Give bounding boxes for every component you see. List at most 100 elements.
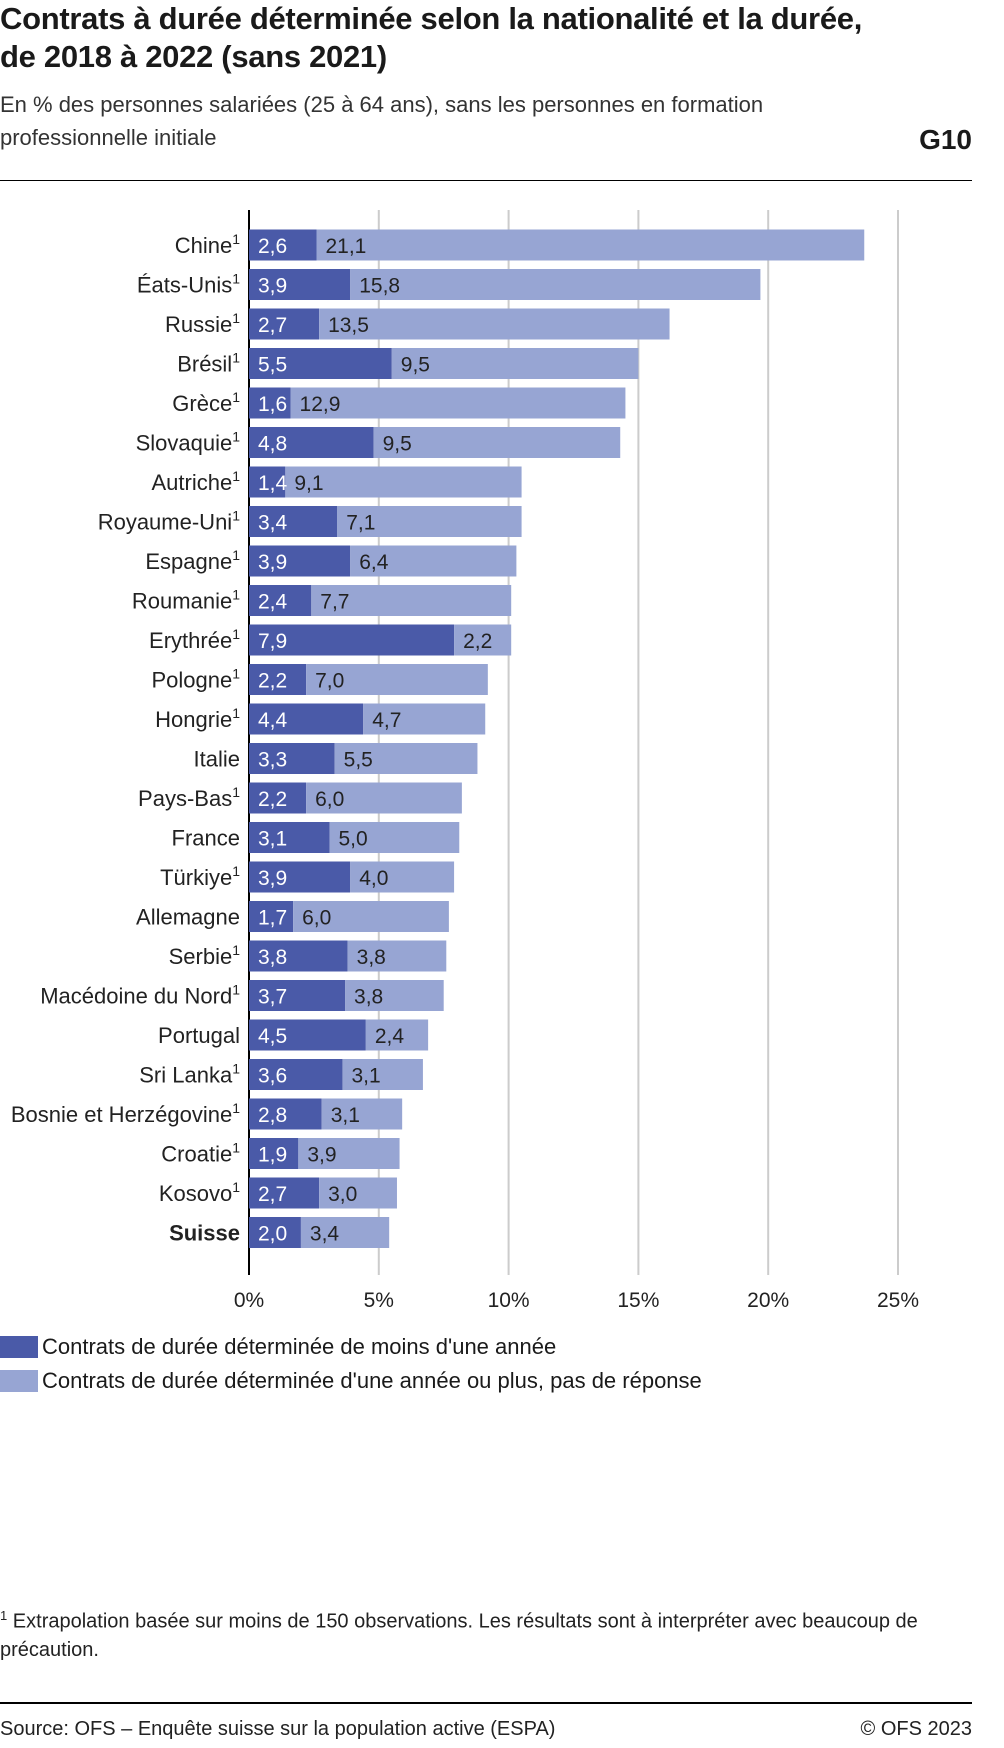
bar-long: [342, 1059, 423, 1090]
bar-long: [306, 664, 488, 695]
bar-long: [316, 229, 865, 261]
category-label: Hongrie1: [155, 705, 240, 732]
category-label: Roumanie1: [132, 587, 240, 614]
x-tick-label: 10%: [488, 1289, 530, 1312]
legend-item-short: Contrats de durée déterminée de moins d'…: [0, 1330, 980, 1364]
data-label-short: 2,6: [258, 235, 287, 258]
legend: Contrats de durée déterminée de moins d'…: [0, 1330, 980, 1398]
legend-swatch-dark: [0, 1336, 38, 1358]
bar-long: [321, 1098, 403, 1130]
bar-long: [319, 308, 670, 340]
bar-short: [249, 782, 307, 814]
bar-long: [454, 624, 512, 656]
bar-short: [249, 822, 330, 853]
data-label-short: 3,9: [258, 275, 287, 298]
data-label-long: 4,0: [359, 867, 388, 890]
data-label-long: 3,8: [354, 986, 383, 1009]
chart-code: G10: [919, 124, 972, 155]
category-label: Autriche1: [151, 468, 240, 495]
bar-long: [290, 387, 626, 419]
category-label: Grèce1: [172, 389, 240, 416]
data-label-long: 3,1: [351, 1065, 380, 1088]
x-tick-label: 25%: [877, 1289, 919, 1312]
category-label: Pays-Bas1: [138, 784, 240, 811]
bar-long: [285, 466, 522, 498]
bar-short: [249, 308, 320, 340]
category-label: Royaume-Uni1: [98, 508, 241, 535]
bar-short: [249, 585, 312, 616]
footnote-text: Extrapolation basée sur moins de 150 obs…: [0, 1610, 918, 1661]
bar-short: [249, 1177, 320, 1209]
data-label-long: 5,0: [338, 828, 367, 851]
data-label-short: 4,4: [258, 709, 288, 732]
bar-long: [373, 427, 621, 458]
data-label-short: 4,8: [258, 433, 287, 456]
bottom-rule: [0, 1702, 972, 1704]
bar-short: [249, 229, 317, 261]
copyright-text: © OFS 2023: [860, 1718, 972, 1740]
bar-short: [249, 1019, 366, 1051]
data-label-short: 1,4: [258, 472, 288, 495]
bar-short: [249, 427, 374, 458]
data-label-short: 2,2: [258, 670, 287, 693]
data-label-short: 2,0: [258, 1223, 287, 1246]
category-label: Allemagne: [136, 905, 240, 930]
data-label-short: 2,4: [258, 591, 288, 614]
data-label-short: 2,8: [258, 1104, 287, 1127]
bar-long: [363, 703, 486, 735]
category-label: Brésil1: [177, 350, 240, 377]
data-label-long: 3,0: [328, 1183, 357, 1206]
category-label: Pologne1: [151, 666, 240, 693]
bar-short: [249, 901, 294, 932]
footnote: 1 Extrapolation basée sur moins de 150 o…: [0, 1602, 960, 1664]
data-label-long: 6,0: [315, 788, 344, 811]
bar-short: [249, 940, 348, 972]
data-label-long: 9,5: [401, 354, 430, 377]
bar-long: [298, 1138, 400, 1169]
data-label-long: 15,8: [359, 275, 400, 298]
bar-short: [249, 506, 338, 537]
data-label-long: 7,1: [346, 512, 375, 535]
bar-short: [249, 466, 286, 498]
bar-long: [350, 269, 761, 300]
data-label-short: 1,7: [258, 907, 287, 930]
chart-subtitle: En % des personnes salariées (25 à 64 an…: [0, 92, 764, 150]
bar-short: [249, 664, 307, 695]
category-label: France: [172, 826, 240, 851]
category-label: Sri Lanka1: [139, 1061, 240, 1088]
bar-short: [249, 545, 351, 577]
legend-swatch-light: [0, 1370, 38, 1392]
data-label-short: 3,1: [258, 828, 287, 851]
legend-label-long: Contrats de durée déterminée d'une année…: [42, 1368, 702, 1393]
category-label: Éats-Unis1: [137, 271, 240, 298]
category-label: Italie: [194, 747, 240, 772]
data-label-long: 6,0: [302, 907, 331, 930]
bar-short: [249, 348, 392, 379]
bar-long: [293, 901, 449, 932]
bar-long: [337, 506, 522, 537]
bar-long: [391, 348, 639, 379]
data-label-short: 2,7: [258, 1183, 287, 1206]
data-label-long: 5,5: [344, 749, 373, 772]
top-rule: [0, 180, 972, 181]
source-text: Source: OFS – Enquête suisse sur la popu…: [0, 1718, 556, 1740]
bar-short: [249, 980, 346, 1011]
category-label: Türkiye1: [160, 863, 240, 890]
data-label-short: 3,3: [258, 749, 287, 772]
x-tick-label: 0%: [234, 1289, 264, 1312]
category-label: Erythrée1: [149, 626, 240, 653]
bar-long: [306, 782, 462, 814]
category-label: Croatie1: [161, 1140, 240, 1167]
data-label-short: 2,7: [258, 314, 287, 337]
bar-short: [249, 269, 351, 300]
legend-label-short: Contrats de durée déterminée de moins d'…: [42, 1334, 557, 1359]
x-tick-label: 20%: [747, 1289, 789, 1312]
bar-long: [300, 1217, 390, 1248]
x-tick-label: 5%: [364, 1289, 394, 1312]
data-label-short: 3,6: [258, 1065, 287, 1088]
bar-long: [311, 585, 512, 616]
bar-long: [350, 545, 517, 577]
bar-long: [365, 1019, 429, 1051]
bar-short: [249, 387, 291, 419]
bar-long: [329, 822, 460, 853]
